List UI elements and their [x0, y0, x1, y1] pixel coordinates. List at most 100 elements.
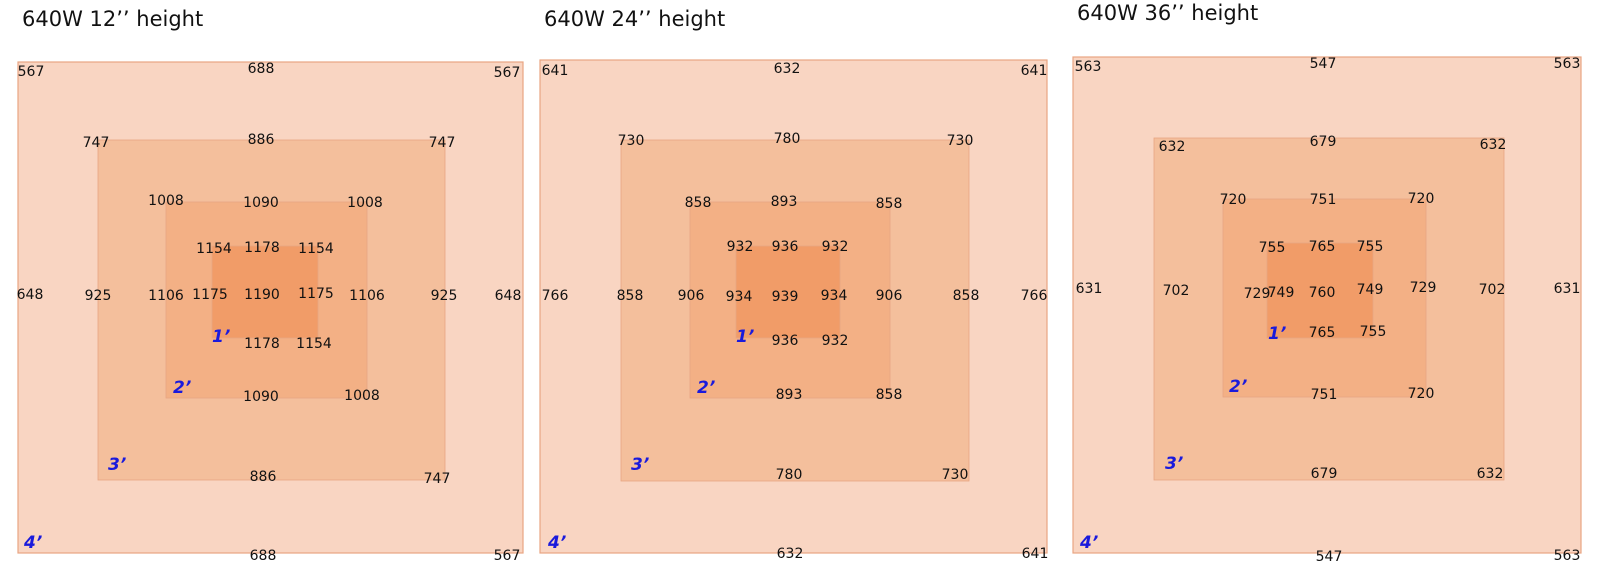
ppfd-reading: 906	[876, 288, 903, 304]
ppfd-reading: 893	[776, 387, 803, 403]
ppfd-reading: 766	[1021, 288, 1048, 304]
ppfd-reading: 730	[947, 133, 974, 149]
ppfd-reading: 925	[431, 288, 458, 304]
ppfd-reading: 547	[1310, 56, 1337, 72]
ppfd-reading: 632	[777, 546, 804, 562]
panel-title: 640W 36’’ height	[1077, 1, 1258, 25]
ppfd-reading: 720	[1408, 191, 1435, 207]
ppfd-reading: 936	[772, 239, 799, 255]
ppfd-reading: 1190	[244, 287, 280, 303]
zone-label: 2’	[173, 378, 191, 398]
ppfd-reading: 936	[772, 333, 799, 349]
ppfd-reading: 720	[1408, 386, 1435, 402]
ppfd-reading: 749	[1357, 282, 1384, 298]
panel-title: 640W 12’’ height	[22, 7, 203, 31]
ppfd-reading: 932	[822, 239, 849, 255]
ppfd-reading: 1090	[243, 195, 279, 211]
zone-1ft-area	[735, 245, 841, 339]
ppfd-reading: 747	[429, 135, 456, 151]
zone-label: 2’	[697, 378, 715, 398]
ppfd-reading: 1175	[192, 287, 228, 303]
ppfd-reading: 720	[1220, 192, 1247, 208]
ppfd-reading: 730	[942, 467, 969, 483]
zone-1ft-area	[1266, 242, 1374, 339]
ppfd-reading: 858	[876, 196, 903, 212]
ppfd-reading: 567	[494, 65, 521, 81]
ppfd-reading: 1178	[244, 240, 280, 256]
zone-label: 2’	[1229, 377, 1247, 397]
panel-title: 640W 24’’ height	[544, 7, 725, 31]
ppfd-reading: 932	[822, 333, 849, 349]
ppfd-reading: 858	[953, 288, 980, 304]
ppfd-reading: 934	[726, 289, 753, 305]
ppfd-reading: 563	[1554, 56, 1581, 72]
ppfd-reading: 893	[771, 194, 798, 210]
ppfd-reading: 567	[18, 64, 45, 80]
ppfd-reading: 547	[1316, 549, 1343, 565]
ppfd-reading: 755	[1357, 239, 1384, 255]
ppfd-reading: 751	[1310, 192, 1337, 208]
ppfd-reading: 702	[1479, 282, 1506, 298]
ppfd-reading: 1154	[196, 241, 232, 257]
ppfd-reading: 641	[1022, 546, 1049, 562]
ppfd-reading: 765	[1309, 239, 1336, 255]
ppfd-reading: 729	[1244, 286, 1271, 302]
ppfd-reading: 1008	[148, 193, 184, 209]
ppfd-reading: 1008	[347, 195, 383, 211]
ppfd-reading: 1178	[244, 336, 280, 352]
zone-label: 1’	[1268, 324, 1286, 344]
ppfd-reading: 730	[618, 133, 645, 149]
ppfd-reading: 648	[495, 288, 522, 304]
ppfd-reading: 886	[248, 132, 275, 148]
ppfd-reading: 858	[685, 195, 712, 211]
ppfd-reading: 631	[1554, 281, 1581, 297]
ppfd-reading: 648	[17, 287, 44, 303]
zone-label: 1’	[212, 327, 230, 347]
ppfd-reading: 688	[248, 61, 275, 77]
ppfd-reading: 939	[772, 289, 799, 305]
ppfd-reading: 780	[776, 467, 803, 483]
ppfd-reading: 632	[1477, 466, 1504, 482]
ppfd-reading: 1008	[344, 388, 380, 404]
ppfd-reading: 755	[1259, 240, 1286, 256]
ppfd-reading: 906	[678, 288, 705, 304]
ppfd-reading: 702	[1163, 283, 1190, 299]
ppfd-reading: 858	[876, 387, 903, 403]
ppfd-reading: 760	[1309, 285, 1336, 301]
ppfd-reading: 1154	[296, 336, 332, 352]
ppfd-reading: 747	[83, 135, 110, 151]
ppfd-reading: 1106	[148, 288, 184, 304]
ppfd-reading: 641	[1021, 63, 1048, 79]
ppfd-reading: 1090	[243, 389, 279, 405]
ppfd-reading: 563	[1554, 548, 1581, 564]
ppfd-reading: 631	[1076, 281, 1103, 297]
zone-label: 3’	[108, 455, 126, 475]
ppfd-reading: 1106	[349, 288, 385, 304]
ppfd-reading: 755	[1360, 324, 1387, 340]
ppfd-reading: 747	[424, 471, 451, 487]
ppfd-reading: 934	[821, 288, 848, 304]
zone-label: 3’	[1165, 454, 1183, 474]
ppfd-reading: 563	[1075, 59, 1102, 75]
panel-3: 640W 36’’ height 1’ 2’ 3’ 4’ 563 547 563 632 679 6…	[1072, 1, 1582, 565]
zone-label: 4’	[547, 533, 566, 553]
ppfd-reading: 932	[727, 239, 754, 255]
zone-1ft-area	[211, 245, 319, 339]
ppfd-reading: 858	[617, 288, 644, 304]
ppfd-reading: 780	[774, 131, 801, 147]
ppfd-reading: 641	[542, 63, 569, 79]
ppfd-reading: 751	[1311, 387, 1338, 403]
ppfd-reading: 1154	[298, 241, 334, 257]
ppfd-reading: 679	[1311, 466, 1338, 482]
zone-label: 1’	[736, 327, 754, 347]
zone-label: 4’	[23, 533, 42, 553]
ppfd-reading: 567	[494, 548, 521, 564]
ppfd-reading: 925	[85, 288, 112, 304]
ppfd-reading: 1175	[298, 286, 334, 302]
panel-1: 640W 12’’ height 1’ 2’ 3’ 4’ 567 688 567 747 886 7…	[17, 7, 524, 564]
ppfd-reading: 886	[250, 469, 277, 485]
ppfd-reading: 765	[1309, 325, 1336, 341]
zone-label: 3’	[631, 455, 649, 475]
ppfd-reading: 632	[774, 61, 801, 77]
